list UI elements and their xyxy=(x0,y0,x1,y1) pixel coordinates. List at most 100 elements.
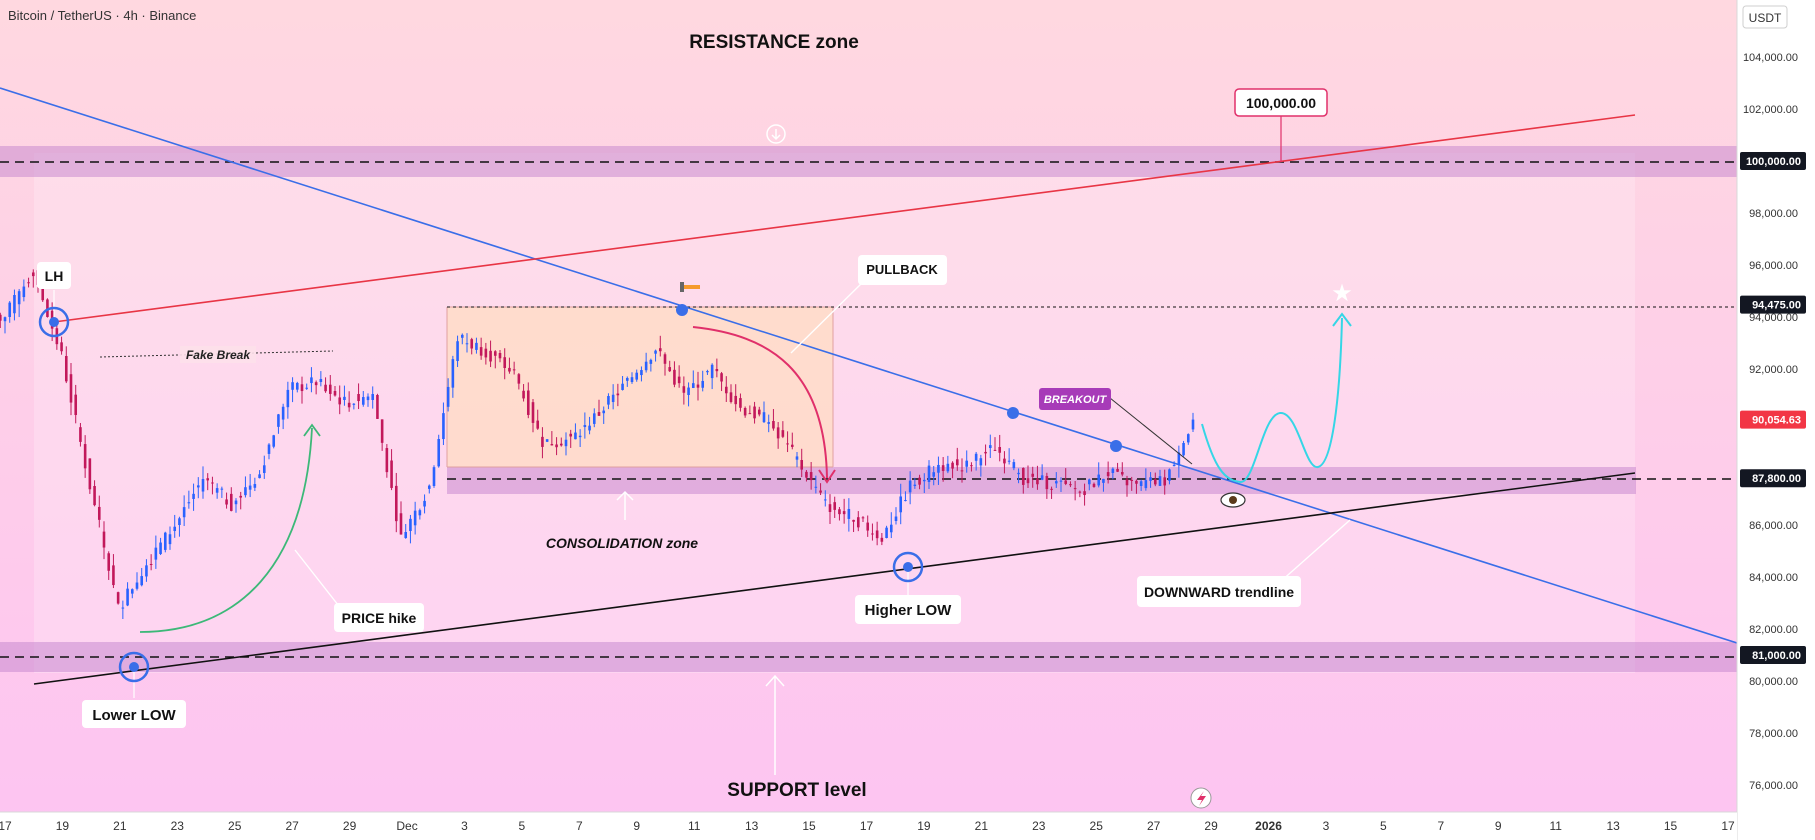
candle-body xyxy=(0,314,2,321)
candle-body xyxy=(625,377,629,381)
candle-body xyxy=(13,295,16,314)
candle-body xyxy=(790,444,794,447)
time-tick-label: 7 xyxy=(576,819,583,833)
candle-body xyxy=(1007,460,1011,462)
down-arrow-circle-icon[interactable] xyxy=(766,124,786,144)
candle-body xyxy=(107,553,111,571)
candle-body xyxy=(1144,480,1148,489)
higher-low-callout[interactable]: Higher LOW xyxy=(855,595,961,624)
candle-body xyxy=(1177,452,1181,466)
price-tick-label: 102,000.00 xyxy=(1743,104,1798,116)
candle-body xyxy=(79,427,82,442)
symbol-header[interactable]: Bitcoin / TetherUS · 4h · Binance xyxy=(8,8,196,23)
candle-body xyxy=(93,486,96,506)
candle-body xyxy=(616,393,620,396)
candle-body xyxy=(225,499,228,505)
candle-body xyxy=(856,517,860,528)
currency-box[interactable] xyxy=(1742,5,1788,29)
breakout-callout[interactable]: BREAKOUT xyxy=(1039,388,1111,410)
candle-body xyxy=(696,384,700,388)
time-tick-label: 17 xyxy=(1721,819,1735,833)
candle-body xyxy=(1149,477,1152,481)
candle-body xyxy=(861,517,865,519)
candle-body xyxy=(145,565,148,577)
candle-body xyxy=(300,384,304,392)
lh-callout[interactable]: LH xyxy=(37,262,71,289)
price-tag xyxy=(1740,469,1806,488)
price-tag-label: 90,054.63 xyxy=(1752,415,1801,427)
candle-body xyxy=(64,356,68,382)
candle-body xyxy=(187,502,191,504)
candle-body xyxy=(1045,475,1049,490)
candle-body xyxy=(965,460,969,467)
candle-body xyxy=(159,542,162,555)
candle-body xyxy=(592,413,596,424)
pullback-callout[interactable]: PULLBACK xyxy=(858,255,947,285)
candle-body xyxy=(413,510,417,526)
price-hike-label: PRICE hike xyxy=(342,610,417,626)
support-arrowhead xyxy=(765,674,785,687)
time-tick-label: 13 xyxy=(745,819,759,833)
candle-body xyxy=(3,317,7,322)
lightning-icon[interactable] xyxy=(1190,787,1212,809)
fake-break-label-bg xyxy=(180,346,256,363)
time-tick-label: 3 xyxy=(1323,819,1330,833)
candle-body xyxy=(724,386,728,394)
candle-body xyxy=(338,397,342,405)
price-tick-label: 104,000.00 xyxy=(1743,52,1798,64)
candle-body xyxy=(244,487,247,496)
lower-low-marker[interactable] xyxy=(118,651,150,683)
candle-body xyxy=(262,465,266,473)
candle-body xyxy=(1054,481,1058,484)
higher-low-marker[interactable] xyxy=(892,551,924,583)
target-callout[interactable]: 100,000.00 xyxy=(1234,88,1328,117)
candle-body xyxy=(1106,472,1110,477)
candle-body xyxy=(734,395,738,405)
candle-body xyxy=(640,370,643,376)
hammer-icon xyxy=(680,282,700,292)
lh-label: LH xyxy=(45,268,64,284)
candle-body xyxy=(767,422,771,424)
time-tick-label: 9 xyxy=(633,819,640,833)
candle-body xyxy=(871,533,874,535)
candle-body xyxy=(970,465,973,467)
projection-arrowhead xyxy=(1332,312,1352,327)
candle-body xyxy=(319,378,323,382)
pullback-label: PULLBACK xyxy=(866,262,938,277)
price-tick-label: 92,000.00 xyxy=(1749,364,1798,376)
time-tick-label: 15 xyxy=(1664,819,1678,833)
candle-body xyxy=(423,500,426,507)
candle-body xyxy=(559,443,563,446)
time-axis-panel[interactable] xyxy=(0,812,1737,840)
time-tick-label: 11 xyxy=(688,819,701,833)
candle-body xyxy=(842,511,846,515)
time-tick-label: 5 xyxy=(1380,819,1387,833)
candle-body xyxy=(1017,472,1020,475)
downward-trendline-callout[interactable]: DOWNWARD trendline xyxy=(1137,576,1301,607)
price-tick-label: 80,000.00 xyxy=(1749,676,1798,688)
candle-body xyxy=(206,478,210,481)
time-tick-label: 23 xyxy=(171,819,185,833)
lower-low-callout[interactable]: Lower LOW xyxy=(82,700,186,728)
candle-body xyxy=(541,436,544,447)
candle-body xyxy=(1040,475,1044,480)
candle-body xyxy=(361,397,365,405)
lh-marker[interactable] xyxy=(38,306,70,338)
price-hike-callout[interactable]: PRICE hike xyxy=(334,603,424,632)
time-tick-label: 3 xyxy=(461,819,468,833)
downward-trendline xyxy=(0,87,1737,644)
candle-body xyxy=(427,485,431,489)
candle-body xyxy=(545,439,549,442)
candle-body xyxy=(385,448,389,473)
candle-body xyxy=(951,462,954,469)
candle-body xyxy=(663,354,667,364)
candle-body xyxy=(83,444,87,469)
candle-body xyxy=(988,445,992,449)
lower-low-marker-dot xyxy=(129,662,139,672)
price-hike-arrow xyxy=(139,427,313,633)
candle-body xyxy=(17,291,21,305)
candle-body xyxy=(178,518,181,525)
downward-pointer xyxy=(1279,519,1351,583)
